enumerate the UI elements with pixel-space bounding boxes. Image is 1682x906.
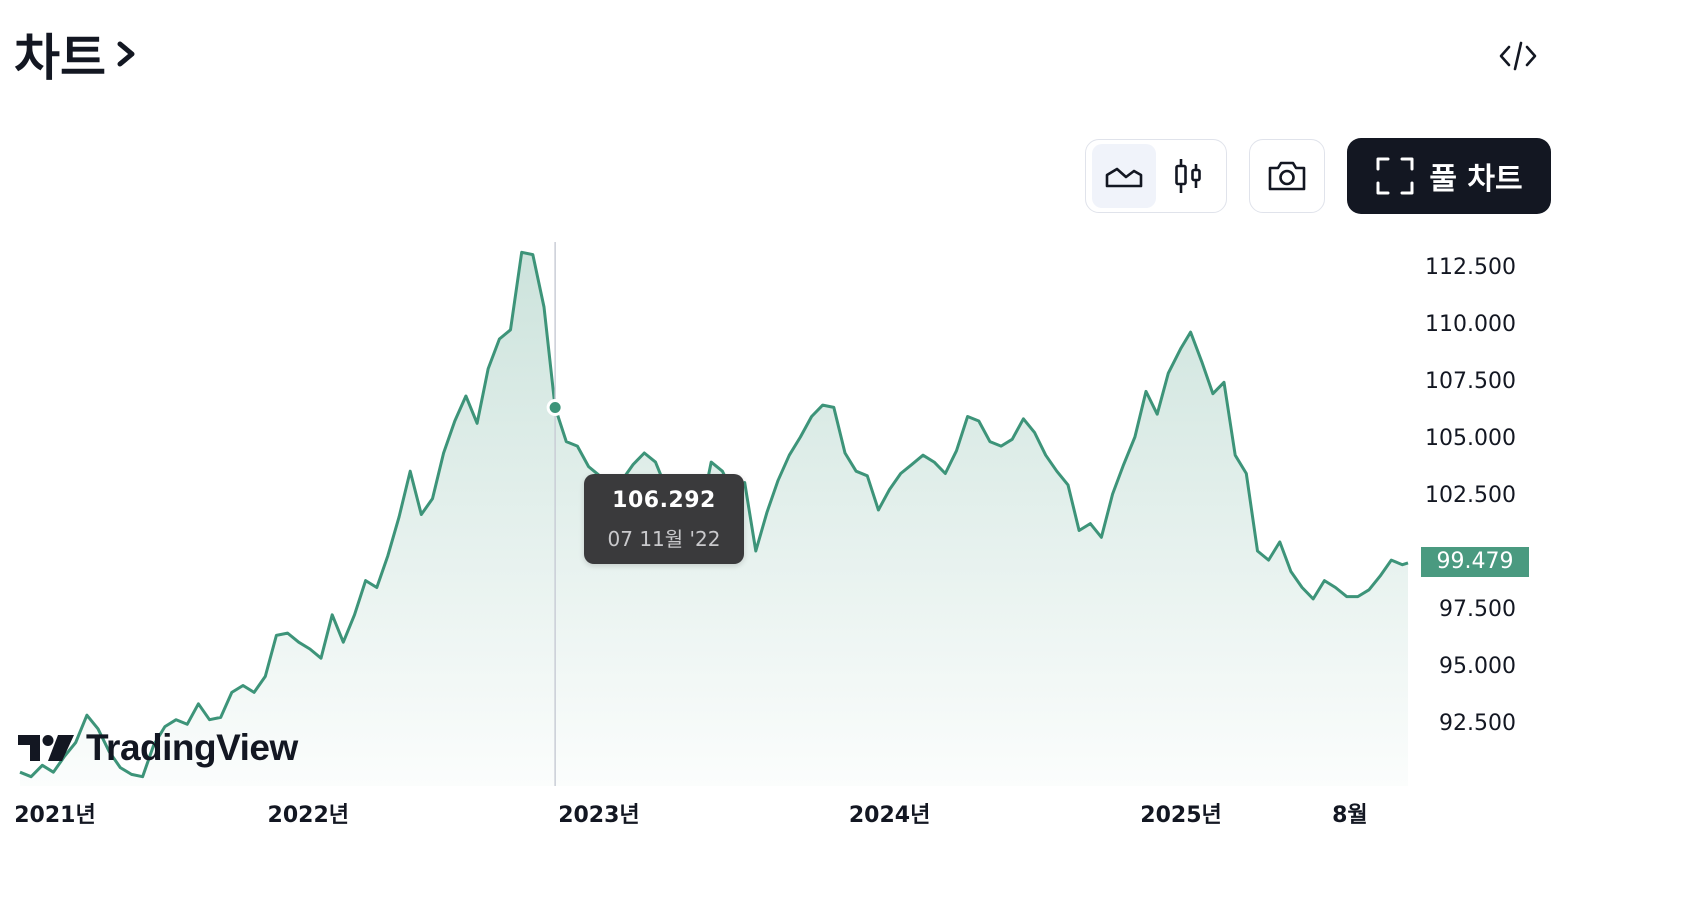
crosshair-tooltip: 106.292 07 11월 '22 (584, 474, 744, 564)
x-tick-label: 2025년 (1140, 803, 1221, 828)
series-line (19, 250, 1409, 779)
crosshair-marker (546, 399, 564, 417)
area-chart-button[interactable] (1092, 144, 1156, 208)
x-tick-label: 8월 (1332, 803, 1368, 828)
page-title: 차트 (14, 29, 106, 87)
fullscreen-icon (1376, 157, 1414, 195)
chart-type-group (1085, 139, 1227, 213)
embed-code-button[interactable] (1494, 36, 1542, 76)
candlestick-icon (1175, 159, 1201, 193)
tradingview-wordmark: TradingView (86, 727, 298, 768)
x-tick-label: 2024년 (849, 803, 930, 828)
y-tick-label: 102.500 (1425, 483, 1516, 508)
y-tick-label: 110.000 (1425, 312, 1516, 337)
tradingview-logo-icon (18, 735, 74, 761)
area-chart-icon (1105, 167, 1143, 188)
candlestick-chart-button[interactable] (1156, 144, 1220, 208)
tradingview-logo[interactable]: TradingView (18, 726, 298, 770)
y-tick-label: 95.000 (1439, 654, 1516, 679)
full-chart-label: 풀 차트 (1429, 162, 1523, 197)
tooltip-date: 07 11월 '22 (607, 527, 721, 551)
y-tick-label: 107.500 (1425, 369, 1516, 394)
chart-toolbar: 풀 차트 (1085, 138, 1551, 214)
tooltip-value: 106.292 (612, 488, 716, 513)
chevron-right-icon (117, 41, 135, 67)
y-tick-label: 112.500 (1425, 255, 1516, 280)
full-chart-button[interactable]: 풀 차트 (1347, 138, 1551, 214)
code-embed-icon (1499, 41, 1537, 71)
y-tick-label: 92.500 (1439, 711, 1516, 736)
x-tick-label: 2023년 (558, 803, 639, 828)
y-tick-label: 105.000 (1425, 426, 1516, 451)
x-tick-label: 2022년 (268, 803, 349, 828)
y-tick-label: 97.500 (1439, 597, 1516, 622)
chart-title-link[interactable]: 차트 (14, 24, 140, 87)
last-price-badge: 99.479 (1421, 547, 1529, 577)
camera-icon (1268, 161, 1306, 191)
x-tick-label: 2021년 (14, 803, 95, 828)
snapshot-button[interactable] (1249, 139, 1325, 213)
